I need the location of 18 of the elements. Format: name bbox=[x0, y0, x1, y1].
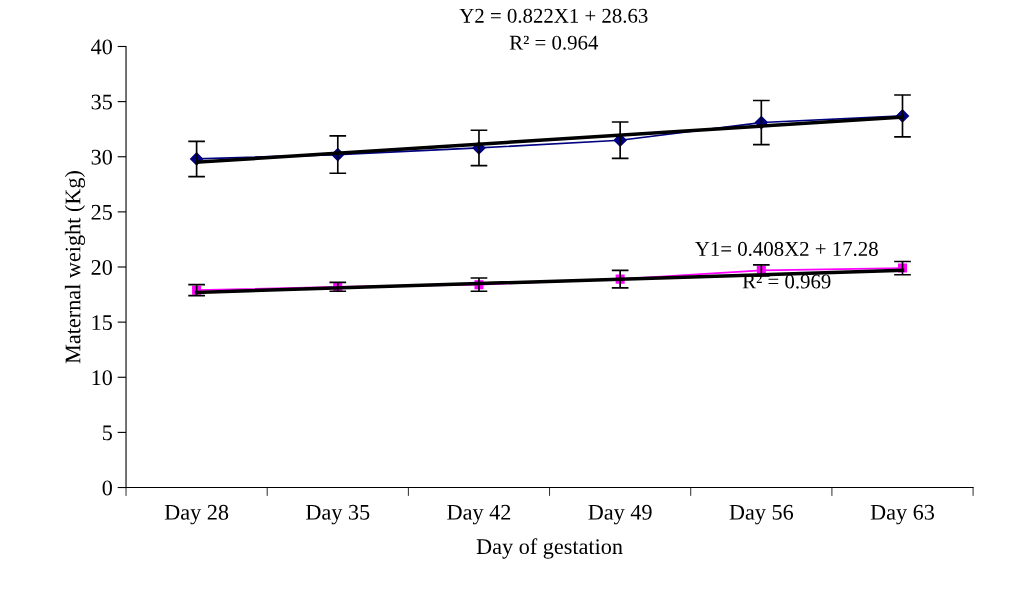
y-tick-label: 40 bbox=[91, 39, 112, 55]
y-tick-label: 10 bbox=[92, 370, 112, 386]
y-tick-label: 30 bbox=[91, 149, 112, 165]
x-axis-title: Day of gestation bbox=[476, 538, 623, 559]
x-tick-label: Day 56 bbox=[729, 504, 794, 525]
x-tick-label: Day 63 bbox=[870, 504, 935, 525]
y-tick-label: 35 bbox=[91, 94, 112, 110]
y-tick-label: 25 bbox=[91, 204, 112, 220]
y-tick-label: 15 bbox=[92, 315, 112, 331]
x-tick-label: Day 35 bbox=[306, 504, 370, 525]
y-axis-title: Maternal weight (Kg) bbox=[64, 171, 86, 364]
x-tick-label: Day 28 bbox=[164, 504, 229, 525]
y-tick-label: 5 bbox=[103, 425, 112, 441]
y-tick-label: 0 bbox=[102, 480, 112, 496]
annotation: Y2 = 0.822X1 + 28.63 R² = 0.964 bbox=[459, 8, 648, 50]
x-tick-label: Day 42 bbox=[447, 504, 511, 525]
y-tick-label: 20 bbox=[91, 259, 112, 275]
x-tick-label: Day 49 bbox=[588, 504, 652, 525]
